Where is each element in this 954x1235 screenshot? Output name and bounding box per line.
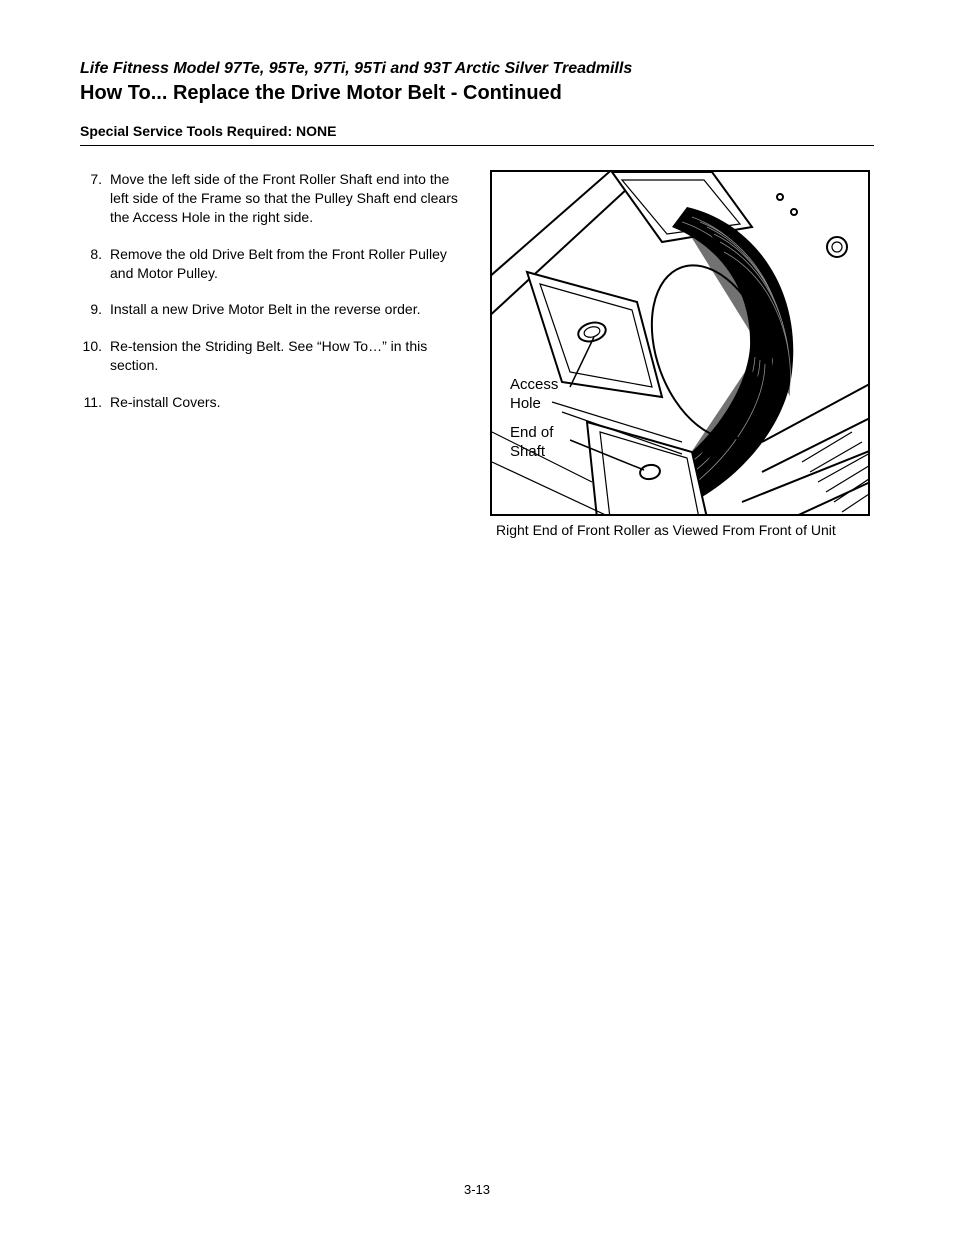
steps-column: 7. Move the left side of the Front Rolle…: [80, 170, 462, 430]
step-text: Re-tension the Striding Belt. See “How T…: [110, 337, 462, 375]
step-number: 9.: [80, 300, 110, 319]
figure-column: Access Hole End of Shaft Right End of Fr…: [490, 170, 874, 538]
technical-diagram: Access Hole End of Shaft: [490, 170, 870, 516]
document-subtitle: Life Fitness Model 97Te, 95Te, 97Ti, 95T…: [80, 60, 874, 78]
step-text: Remove the old Drive Belt from the Front…: [110, 245, 462, 283]
list-item: 8. Remove the old Drive Belt from the Fr…: [80, 245, 462, 283]
figure-caption: Right End of Front Roller as Viewed From…: [490, 522, 874, 538]
step-text: Move the left side of the Front Roller S…: [110, 170, 462, 227]
step-number: 11.: [80, 393, 110, 412]
step-number: 10.: [80, 337, 110, 375]
list-item: 10. Re-tension the Striding Belt. See “H…: [80, 337, 462, 375]
list-item: 9. Install a new Drive Motor Belt in the…: [80, 300, 462, 319]
step-text: Re-install Covers.: [110, 393, 462, 412]
tools-required-line: Special Service Tools Required: NONE: [80, 123, 874, 146]
step-number: 8.: [80, 245, 110, 283]
figure-label-access-hole: Access Hole: [510, 376, 558, 414]
figure-label-end-of-shaft: End of Shaft: [510, 424, 553, 462]
document-title: How To... Replace the Drive Motor Belt -…: [80, 82, 874, 105]
page-number: 3-13: [0, 1182, 954, 1197]
step-text: Install a new Drive Motor Belt in the re…: [110, 300, 462, 319]
steps-list: 7. Move the left side of the Front Rolle…: [80, 170, 462, 412]
diagram-svg: [492, 172, 870, 516]
content-columns: 7. Move the left side of the Front Rolle…: [80, 170, 874, 538]
list-item: 7. Move the left side of the Front Rolle…: [80, 170, 462, 227]
list-item: 11. Re-install Covers.: [80, 393, 462, 412]
step-number: 7.: [80, 170, 110, 227]
